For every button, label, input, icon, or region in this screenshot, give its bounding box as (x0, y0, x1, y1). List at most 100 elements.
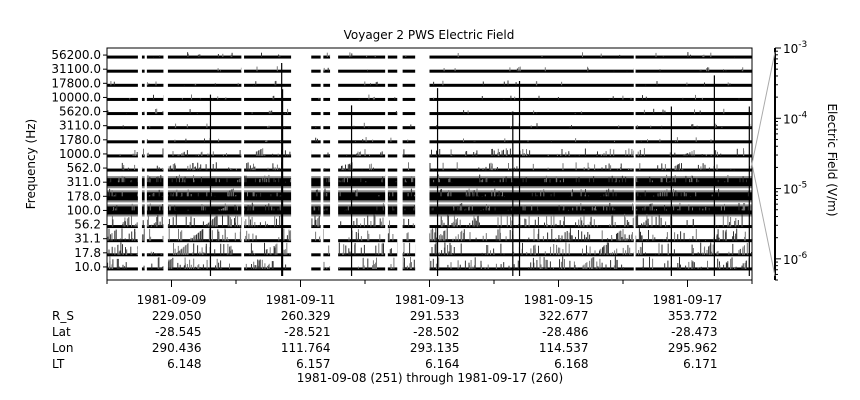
burst-mark (395, 111, 397, 114)
burst-mark (490, 250, 491, 255)
burst-mark (249, 253, 251, 255)
burst-mark (637, 191, 639, 197)
burst-mark (365, 137, 367, 142)
gap (397, 49, 403, 279)
burst-mark (158, 167, 160, 170)
footer-date-range: 1981-09-08 (251) through 1981-09-17 (260… (297, 371, 563, 385)
burst-mark (691, 175, 693, 183)
burst-mark (559, 247, 561, 255)
burst-mark (159, 221, 161, 227)
burst-mark (585, 189, 586, 197)
burst-mark (328, 245, 330, 255)
burst-mark (469, 192, 471, 197)
burst-mark (715, 150, 717, 156)
burst-mark (151, 224, 153, 227)
burst-mark (432, 207, 434, 211)
burst-mark (459, 219, 461, 227)
burst-mark (326, 267, 328, 269)
burst-mark (252, 167, 254, 171)
burst-mark (595, 205, 596, 211)
burst-mark (117, 244, 119, 255)
burst-mark (578, 219, 580, 227)
burst-mark (202, 264, 204, 269)
burst-mark (403, 149, 405, 156)
burst-mark (136, 222, 138, 227)
ephemeris-value: 6.164 (425, 357, 459, 371)
burst-mark (433, 179, 435, 183)
burst-mark (226, 254, 228, 255)
burst-mark (184, 176, 186, 183)
burst-mark (254, 178, 256, 183)
burst-mark (735, 266, 737, 269)
burst-mark (521, 248, 523, 255)
burst-mark (544, 222, 545, 227)
burst-mark (438, 235, 440, 241)
burst-mark (578, 230, 579, 241)
burst-mark (324, 188, 326, 197)
burst-mark (533, 245, 535, 255)
burst-mark (587, 68, 589, 72)
gap (330, 49, 339, 279)
burst-mark (393, 208, 395, 211)
burst-mark (735, 233, 737, 241)
burst-mark (381, 151, 383, 156)
burst-mark (205, 164, 207, 171)
burst-mark (468, 207, 470, 211)
burst-mark (407, 252, 409, 255)
burst-mark (345, 209, 347, 211)
burst-mark (274, 247, 276, 255)
burst-mark (655, 216, 657, 227)
burst-mark (413, 208, 414, 211)
burst-mark (260, 149, 262, 156)
burst-mark (431, 208, 433, 211)
burst-mark (382, 176, 384, 183)
burst-mark (646, 213, 648, 227)
burst-mark (593, 207, 595, 211)
burst-mark (463, 110, 465, 114)
burst-mark (729, 222, 731, 227)
burst-mark (628, 234, 630, 241)
burst-mark (640, 155, 642, 156)
burst-mark (686, 153, 688, 156)
burst-mark (434, 232, 436, 241)
burst-mark (131, 231, 133, 241)
burst-mark (580, 203, 582, 211)
burst-mark (290, 230, 292, 241)
burst-mark (516, 68, 518, 72)
burst-mark (562, 163, 564, 171)
burst-mark (536, 194, 538, 197)
burst-mark (608, 163, 610, 171)
burst-mark (576, 205, 578, 211)
burst-mark (744, 231, 746, 241)
burst-mark (189, 239, 191, 241)
burst-mark (407, 193, 409, 197)
burst-mark (373, 214, 375, 227)
burst-mark (610, 165, 612, 171)
burst-mark (656, 209, 657, 211)
burst-mark (206, 192, 208, 197)
burst-mark (475, 153, 477, 156)
burst-mark (473, 190, 475, 197)
burst-mark (589, 221, 591, 227)
burst-mark (571, 125, 572, 128)
burst-mark (193, 243, 195, 255)
burst-mark (174, 163, 176, 171)
burst-mark (230, 189, 232, 197)
burst-mark (381, 179, 383, 183)
burst-mark (501, 150, 503, 156)
burst-mark (390, 248, 392, 255)
burst-mark (187, 53, 189, 57)
burst-mark (267, 126, 269, 128)
burst-mark (662, 191, 664, 197)
burst-mark (675, 165, 677, 171)
burst-mark (613, 265, 615, 269)
burst-mark (162, 224, 164, 227)
y-axis: 10.017.831.156.2100.0178.0311.0562.01000… (51, 48, 107, 274)
burst-mark (264, 263, 266, 269)
burst-mark (517, 260, 519, 269)
burst-mark (667, 260, 669, 269)
burst-mark (731, 225, 733, 227)
burst-mark (443, 68, 445, 72)
burst-mark (131, 180, 133, 183)
burst-mark (589, 246, 591, 255)
